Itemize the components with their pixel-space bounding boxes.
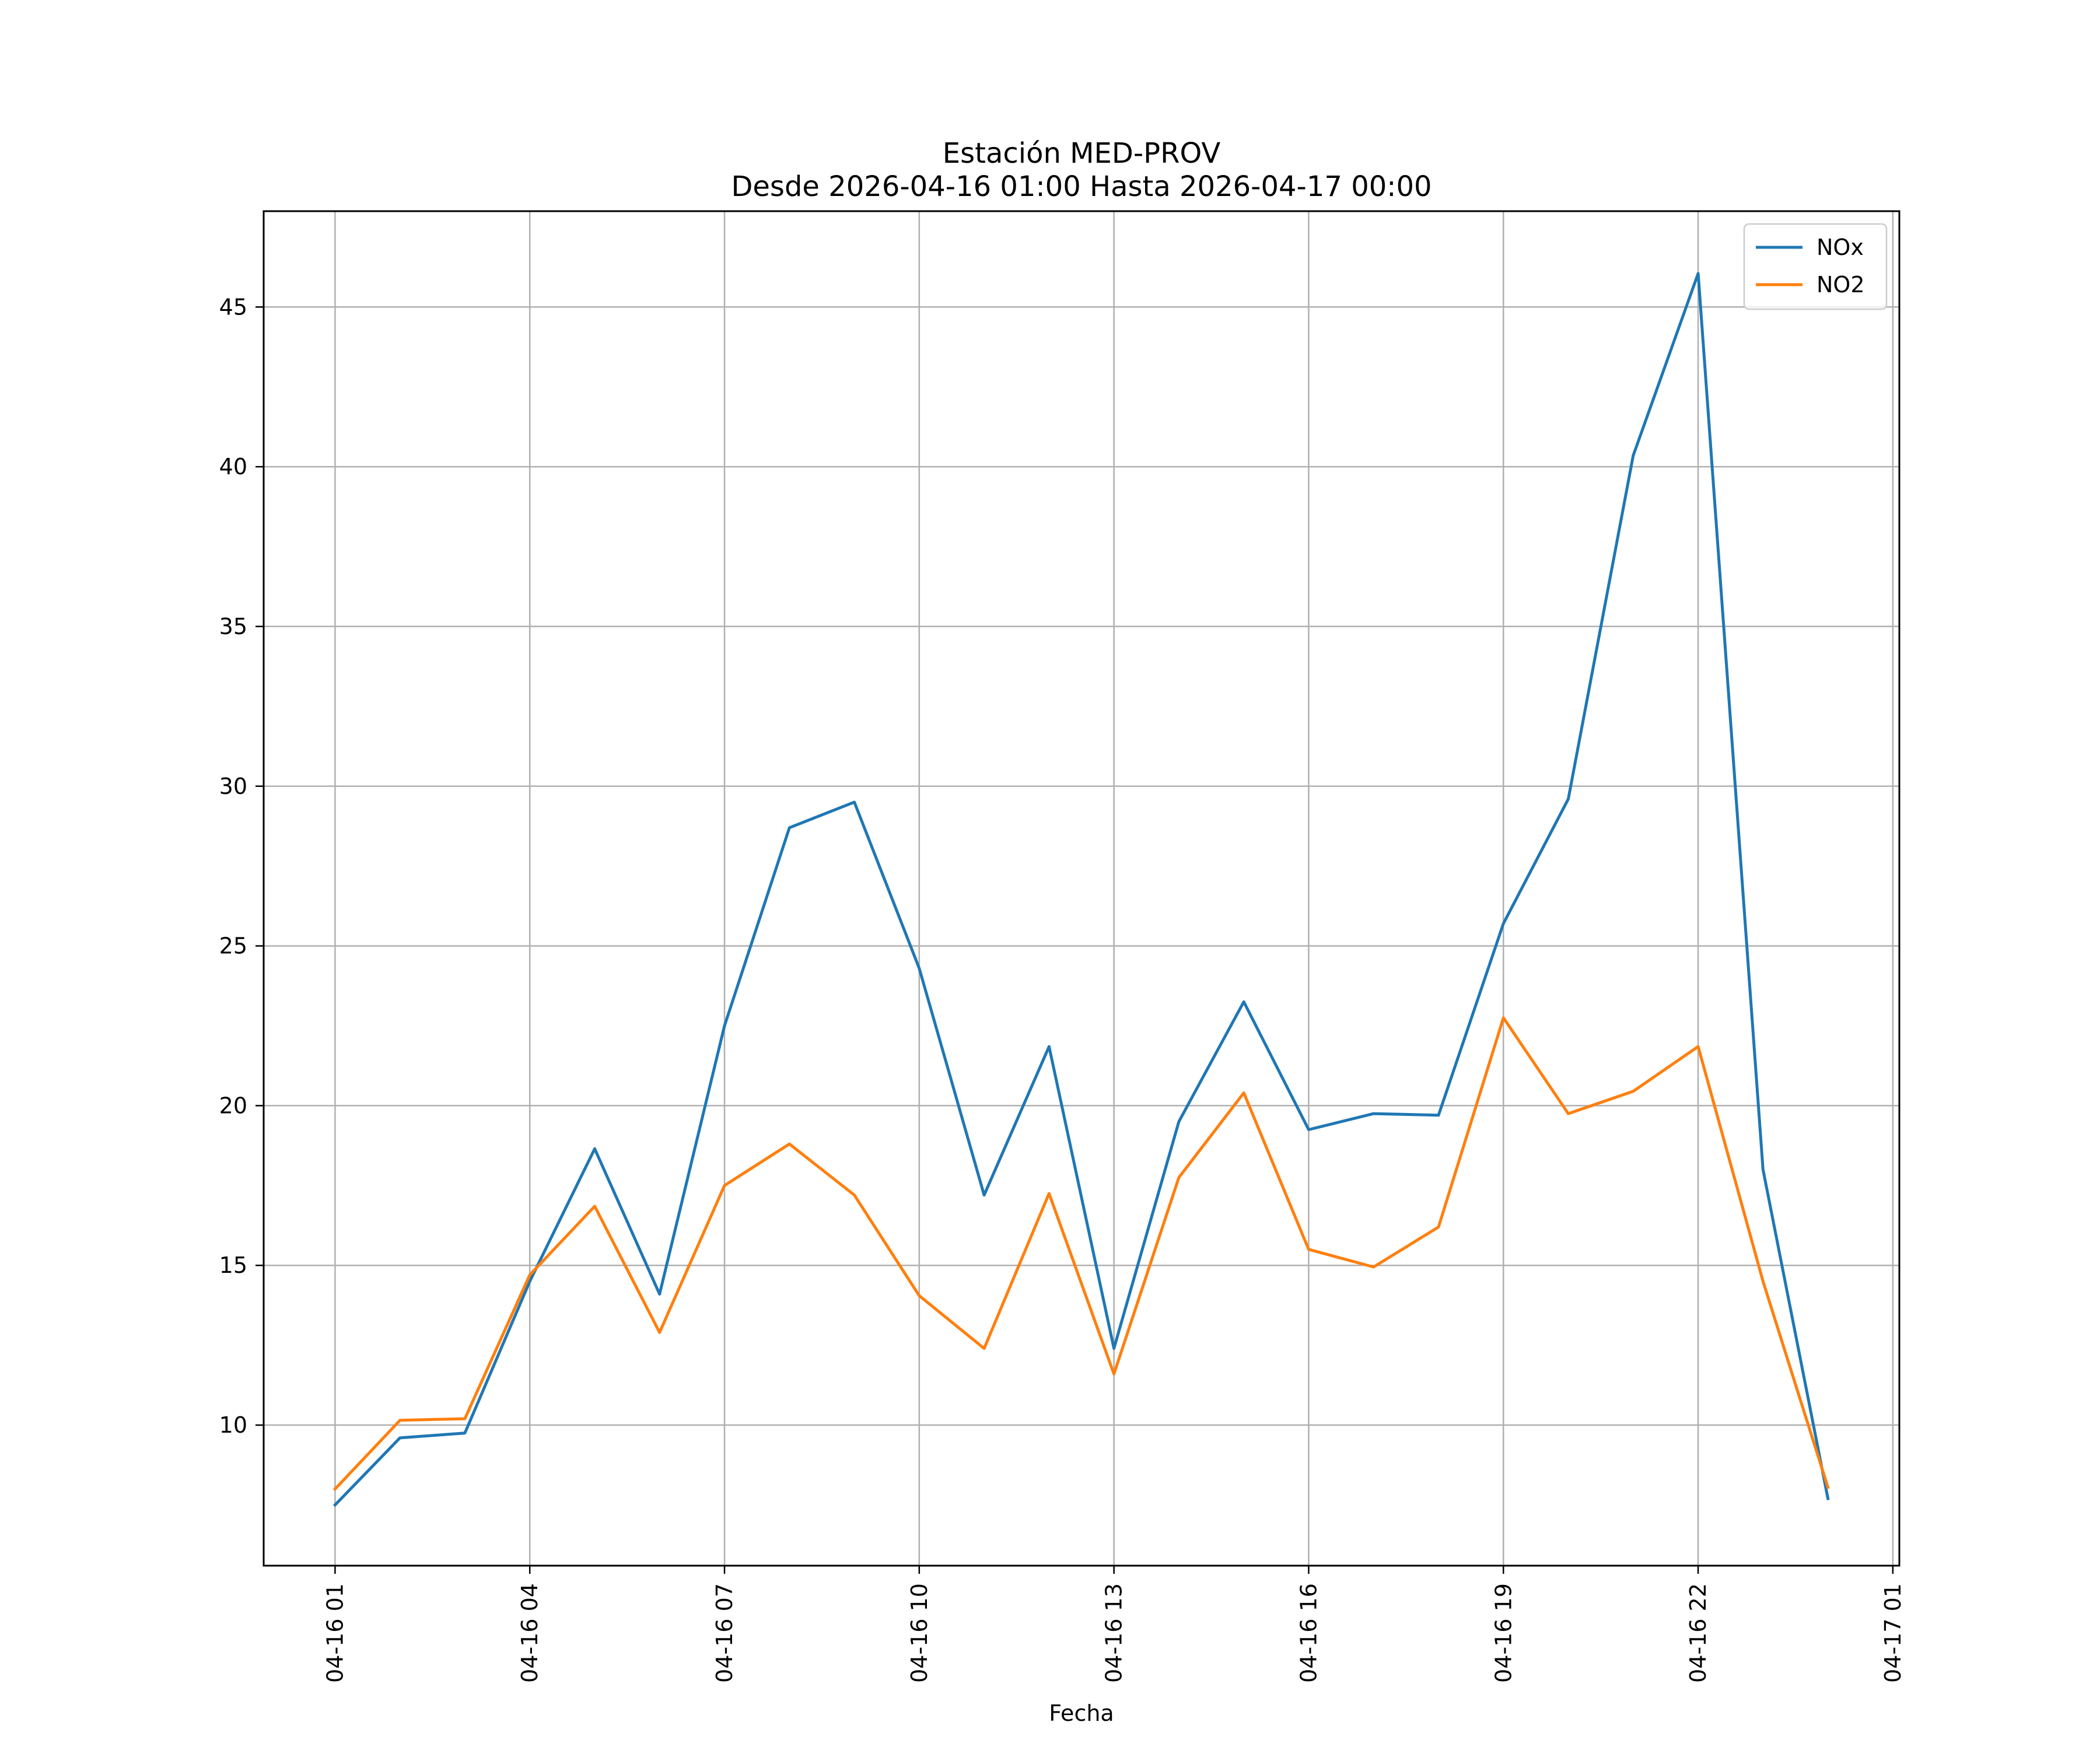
x-tick-label: 04-16 04 bbox=[517, 1583, 542, 1683]
plot-frame bbox=[262, 210, 1901, 1567]
legend-label-no2: NO2 bbox=[1817, 272, 1865, 298]
x-tick-label: 04-16 22 bbox=[1685, 1583, 1711, 1683]
chart-title: Estación MED-PROV bbox=[943, 137, 1221, 170]
series-line-nox bbox=[332, 272, 1830, 1507]
chart-subtitle: Desde 2026-04-16 01:00 Hasta 2026-04-17 … bbox=[731, 170, 1432, 203]
y-tick-label: 45 bbox=[219, 294, 247, 320]
y-tick-label: 25 bbox=[219, 933, 247, 959]
x-tick-label: 04-16 13 bbox=[1101, 1583, 1127, 1683]
legend: NOx NO2 bbox=[1743, 223, 1888, 310]
legend-box bbox=[1743, 223, 1888, 310]
x-tick-label: 04-17 01 bbox=[1880, 1583, 1906, 1683]
y-tick-label: 20 bbox=[219, 1093, 247, 1118]
legend-label-nox: NOx bbox=[1817, 235, 1864, 260]
x-tick-label: 04-16 16 bbox=[1296, 1583, 1321, 1683]
y-tick-label: 10 bbox=[219, 1412, 247, 1438]
grid-layer bbox=[264, 211, 1899, 1566]
series-layer bbox=[332, 272, 1830, 1507]
y-tick-label: 30 bbox=[219, 774, 247, 799]
y-tick-label: 35 bbox=[219, 614, 247, 639]
series-line-no2 bbox=[332, 1016, 1830, 1492]
x-tick-label: 04-16 01 bbox=[322, 1583, 348, 1683]
x-axis-label: Fecha bbox=[1049, 1700, 1114, 1726]
ticks-layer: 04-16 01 04-16 04 04-16 07 04-16 10 04-16 13… bbox=[219, 294, 1906, 1683]
y-tick-label: 40 bbox=[219, 454, 247, 480]
y-tick-label: 15 bbox=[219, 1252, 247, 1278]
x-tick-label: 04-16 07 bbox=[712, 1583, 737, 1683]
x-tick-label: 04-16 10 bbox=[907, 1583, 932, 1683]
x-tick-label: 04-16 19 bbox=[1490, 1583, 1516, 1683]
